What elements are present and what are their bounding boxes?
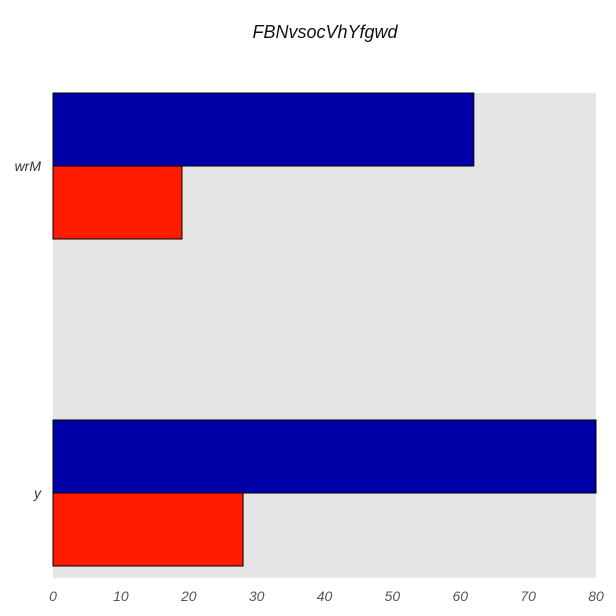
chart-title: FBNvsocVhYfgwd: [252, 22, 398, 42]
bar-y-series-1: [52, 419, 597, 494]
category-labels: wrM y: [15, 158, 42, 501]
bar-y-series-2: [52, 492, 244, 567]
category-label: y: [33, 485, 42, 501]
x-tick-label: 60: [452, 588, 468, 604]
x-tick-label: 30: [249, 588, 265, 604]
x-tick-label: 80: [588, 588, 604, 604]
category-label: wrM: [15, 158, 42, 174]
x-tick-label: 70: [520, 588, 536, 604]
x-tick-label: 20: [180, 588, 197, 604]
x-tick-label: 10: [113, 588, 129, 604]
bar-wrM-series-2: [52, 165, 183, 240]
bars-group: [52, 92, 597, 567]
x-tick-labels: 0 10 20 30 40 50 60 70 80: [49, 588, 604, 604]
bar-wrM-series-1: [52, 92, 475, 167]
x-tick-label: 40: [317, 588, 333, 604]
x-tick-label: 50: [385, 588, 401, 604]
x-tick-label: 0: [49, 588, 57, 604]
